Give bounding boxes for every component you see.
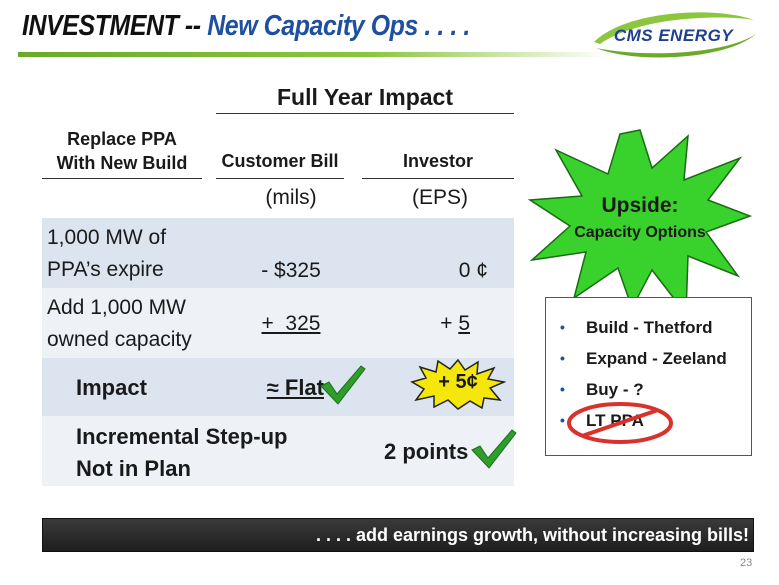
slide-title: INVESTMENT -- New Capacity Ops . . . .	[22, 10, 470, 43]
row2-label: Add 1,000 MW owned capacity	[47, 292, 192, 356]
option-lt-ppa: LT PPA	[586, 411, 644, 430]
col1-units: (mils)	[265, 186, 317, 209]
row4-label-line1: Incremental Step-up	[76, 424, 288, 449]
upside-starburst-icon	[528, 129, 752, 317]
logo-swoosh-icon	[594, 12, 756, 58]
row-header-rule	[42, 178, 202, 179]
row-header-line2: With New Build	[56, 153, 188, 173]
group-header-full-year-impact: Full Year Impact	[277, 84, 453, 110]
footer-tagline: . . . . add earnings growth, without inc…	[315, 525, 749, 545]
col-header-customer-bill: Customer Bill	[221, 151, 339, 171]
checkmark-icon	[320, 365, 366, 405]
bullet-icon: •	[560, 319, 565, 335]
row1-label: 1,000 MW of PPA’s expire	[47, 222, 166, 286]
option-build: Build - Thetford	[586, 318, 713, 337]
table-row-ppa-expire	[42, 218, 514, 288]
title-part-capacity: New Capacity Ops . . . .	[200, 10, 470, 42]
row3-label: Impact	[76, 375, 147, 400]
bullet-icon: •	[560, 350, 565, 366]
col-header-investor: Investor	[402, 151, 474, 171]
option-buy: Buy - ?	[586, 380, 644, 399]
row1-label-line2: PPA’s expire	[47, 258, 164, 281]
upside-subtitle: Capacity Options	[574, 224, 706, 241]
list-item: • Buy - ?	[558, 374, 751, 405]
row4-value: 2 points	[384, 439, 469, 464]
row-header-line1: Replace PPA	[67, 129, 177, 149]
row2-eps-value: + 5	[370, 308, 470, 340]
no-symbol-icon	[567, 402, 673, 444]
row4-label: Incremental Step-up Not in Plan	[76, 421, 287, 485]
cms-energy-logo: CMS ENERGY	[586, 8, 761, 63]
row3-eps-value: + 5¢	[438, 371, 478, 393]
checkmark-icon	[471, 429, 517, 469]
title-part-investment: INVESTMENT --	[22, 10, 201, 42]
list-item: • Expand - Zeeland	[558, 343, 751, 374]
group-header-rule	[216, 113, 514, 114]
option-expand: Expand - Zeeland	[586, 349, 727, 368]
footer-tagline-bar: . . . . add earnings growth, without inc…	[42, 518, 754, 552]
row4-label-line2: Not in Plan	[76, 456, 191, 481]
title-underline	[18, 52, 608, 57]
row2-bill-value: + 325	[261, 312, 321, 335]
list-item: • Build - Thetford	[558, 312, 751, 343]
row2-label-line1: Add 1,000 MW	[47, 296, 186, 319]
row2-eps-sign: +	[440, 312, 459, 335]
row1-eps-value: 0 ¢	[458, 259, 488, 282]
capacity-options-list: • Build - Thetford • Expand - Zeeland • Buy…	[546, 298, 751, 436]
list-item: • LT PPA	[558, 405, 751, 436]
col1-header-rule	[216, 178, 344, 179]
capacity-options-box: • Build - Thetford • Expand - Zeeland • Buy…	[545, 297, 752, 456]
table-row-incremental	[42, 416, 514, 486]
row3-bill-value: ≈ Flat	[266, 375, 324, 400]
col2-header-rule	[362, 178, 514, 179]
row1-label-line1: 1,000 MW of	[47, 226, 167, 249]
row-header: Replace PPA With New Build	[42, 127, 202, 175]
col2-units: (EPS)	[411, 186, 468, 209]
eps-starburst-icon	[410, 358, 506, 410]
upside-title: Upside:	[601, 194, 679, 217]
logo-text: CMS ENERGY	[613, 25, 734, 45]
row1-bill-value: - $325	[261, 259, 321, 282]
bullet-icon: •	[560, 412, 565, 428]
row2-label-line2: owned capacity	[47, 328, 192, 351]
row2-eps-number: 5	[458, 312, 470, 335]
bullet-icon: •	[560, 381, 565, 397]
page-number: 23	[740, 557, 753, 569]
table-row-add-owned	[42, 288, 514, 358]
